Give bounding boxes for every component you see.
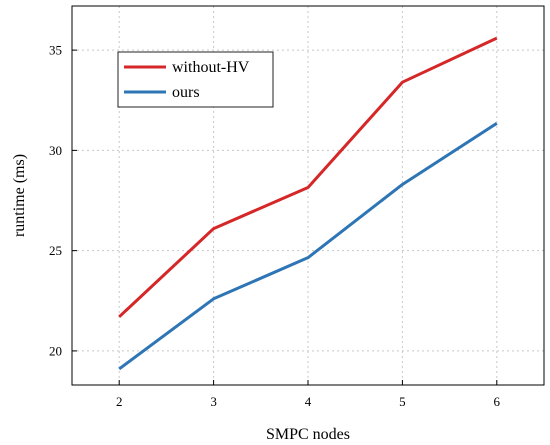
grid-lines (72, 6, 544, 385)
y-tick-label: 35 (49, 43, 62, 58)
x-tick-label: 3 (210, 394, 217, 409)
axis-ticks: 2 3 4 5 6 20 25 30 35 (49, 43, 501, 409)
series-lines (118, 36, 498, 371)
x-axis-title: SMPC nodes (266, 426, 350, 443)
series-line-ours (118, 122, 498, 371)
y-tick-label: 20 (49, 343, 62, 358)
x-tick-label: 4 (305, 394, 312, 409)
y-tick-label: 30 (49, 143, 62, 158)
x-tick-label: 2 (116, 394, 123, 409)
y-tick-label: 25 (49, 243, 62, 258)
legend-box (117, 51, 274, 108)
legend: without-HV ours (117, 51, 274, 108)
x-tick-label: 5 (399, 394, 406, 409)
legend-label-ours: ours (172, 84, 200, 101)
y-axis-title: runtime (ms) (11, 154, 28, 237)
series-line-without-hv (118, 36, 498, 318)
x-tick-label: 6 (494, 394, 501, 409)
legend-label-without-hv: without-HV (172, 59, 250, 76)
